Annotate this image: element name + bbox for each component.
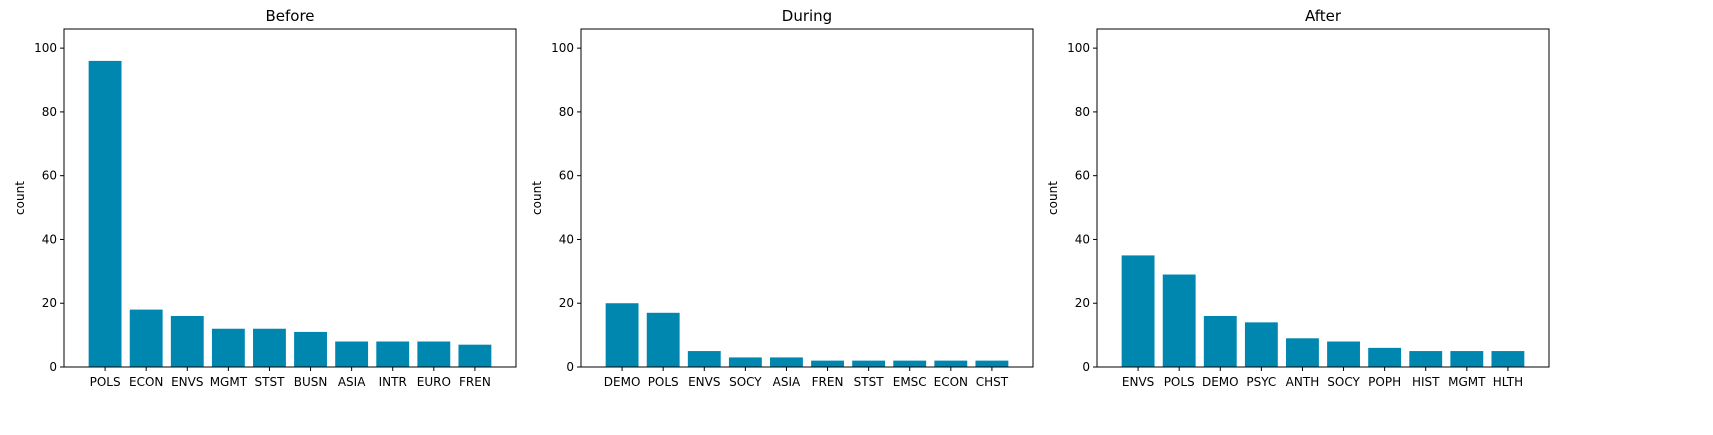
bar-asia — [770, 357, 803, 367]
x-tick-label: ECON — [129, 375, 163, 389]
bar-pols — [646, 312, 680, 367]
bar-poph — [1368, 347, 1402, 367]
bar-mgmt — [211, 328, 245, 367]
x-tick-label: INTR — [379, 375, 407, 389]
y-tick-label: 100 — [1067, 41, 1090, 55]
x-tick-label: POLS — [1164, 375, 1195, 389]
bar-demo — [605, 303, 639, 367]
bar-hist — [1409, 351, 1443, 367]
x-tick-label: POLS — [648, 375, 679, 389]
y-tick-label: 60 — [42, 169, 57, 183]
x-tick-label: SOCY — [1327, 375, 1360, 389]
bar-psyc — [1244, 322, 1278, 367]
bar-asia — [335, 341, 369, 367]
y-axis-label: count — [13, 181, 27, 215]
x-tick-label: FREN — [459, 375, 491, 389]
x-tick-label: EMSC — [893, 375, 927, 389]
x-tick-label: HIST — [1412, 375, 1440, 389]
x-tick-label: EURO — [417, 375, 451, 389]
x-tick-label: MGMT — [210, 375, 248, 389]
bar-chst — [975, 360, 1009, 367]
chart-title: Before — [265, 7, 314, 25]
y-tick-label: 20 — [42, 296, 57, 310]
bar-euro — [417, 341, 451, 367]
bar-fren — [458, 344, 492, 367]
x-tick-label: CHST — [976, 375, 1009, 389]
bar-envs — [687, 351, 721, 367]
axes-frame — [580, 28, 1034, 368]
y-axis-label: count — [530, 181, 544, 215]
x-tick-label: ENVS — [688, 375, 720, 389]
y-tick-label: 60 — [1075, 169, 1090, 183]
bar-socy — [1327, 341, 1360, 367]
bar-pols — [1162, 274, 1196, 367]
x-tick-label: ASIA — [773, 375, 801, 389]
bar-emsc — [893, 360, 927, 367]
x-tick-label: BUSN — [294, 375, 328, 389]
x-tick-label: STST — [255, 375, 286, 389]
x-tick-label: SOCY — [729, 375, 762, 389]
bar-pols — [88, 60, 122, 367]
y-tick-label: 80 — [42, 105, 57, 119]
y-axis-label: count — [1046, 181, 1060, 215]
x-tick-label: MGMT — [1448, 375, 1486, 389]
x-tick-label: ECON — [934, 375, 968, 389]
y-tick-label: 20 — [1075, 296, 1090, 310]
y-tick-label: 0 — [566, 360, 574, 374]
chart-title: After — [1305, 7, 1342, 25]
bar-demo — [1203, 315, 1237, 367]
x-tick-label: ENVS — [1122, 375, 1154, 389]
chart-title: During — [782, 7, 832, 25]
bar-hlth — [1491, 351, 1525, 367]
y-tick-label: 20 — [559, 296, 574, 310]
y-tick-label: 60 — [559, 169, 574, 183]
bar-intr — [376, 341, 410, 367]
x-tick-label: ENVS — [171, 375, 203, 389]
bar-stst — [253, 328, 286, 367]
x-tick-label: DEMO — [1202, 375, 1239, 389]
x-tick-label: ASIA — [338, 375, 366, 389]
x-tick-label: POPH — [1368, 375, 1401, 389]
y-tick-label: 40 — [1075, 232, 1090, 246]
y-tick-label: 0 — [49, 360, 57, 374]
y-tick-label: 40 — [42, 232, 57, 246]
x-tick-label: STST — [854, 375, 885, 389]
chart-panel-2: 0 20 40 60 80 100 DEMO POLS ENVS SOCY ASIA FREN STST… — [530, 7, 1034, 389]
x-tick-label: POLS — [90, 375, 121, 389]
bar-fren — [811, 360, 844, 367]
bar-stst — [852, 360, 886, 367]
chart-panel-1: 0 20 40 60 80 100 POLS ECON ENVS MGMT STST BUSN ASIA… — [13, 7, 517, 389]
bar-anth — [1286, 338, 1319, 367]
bar-mgmt — [1450, 351, 1484, 367]
chart-panel-3: 0 20 40 60 80 100 ENVS POLS DEMO PSYC ANTH SOCY POPH… — [1046, 7, 1550, 389]
bar-socy — [728, 357, 762, 367]
bar-envs — [170, 315, 204, 367]
bar-envs — [1121, 255, 1155, 367]
bar-econ — [934, 360, 968, 367]
x-tick-label: FREN — [812, 375, 844, 389]
axes-frame — [63, 28, 517, 368]
bar-econ — [129, 309, 163, 367]
x-tick-label: DEMO — [604, 375, 641, 389]
x-tick-label: PSYC — [1246, 375, 1276, 389]
bar-busn — [294, 331, 327, 367]
y-tick-label: 80 — [559, 105, 574, 119]
axes-frame — [1096, 28, 1550, 368]
y-tick-label: 100 — [34, 41, 57, 55]
y-tick-label: 40 — [559, 232, 574, 246]
y-tick-label: 0 — [1082, 360, 1090, 374]
x-tick-label: HLTH — [1493, 375, 1523, 389]
y-tick-label: 100 — [551, 41, 574, 55]
y-tick-label: 80 — [1075, 105, 1090, 119]
x-tick-label: ANTH — [1286, 375, 1320, 389]
